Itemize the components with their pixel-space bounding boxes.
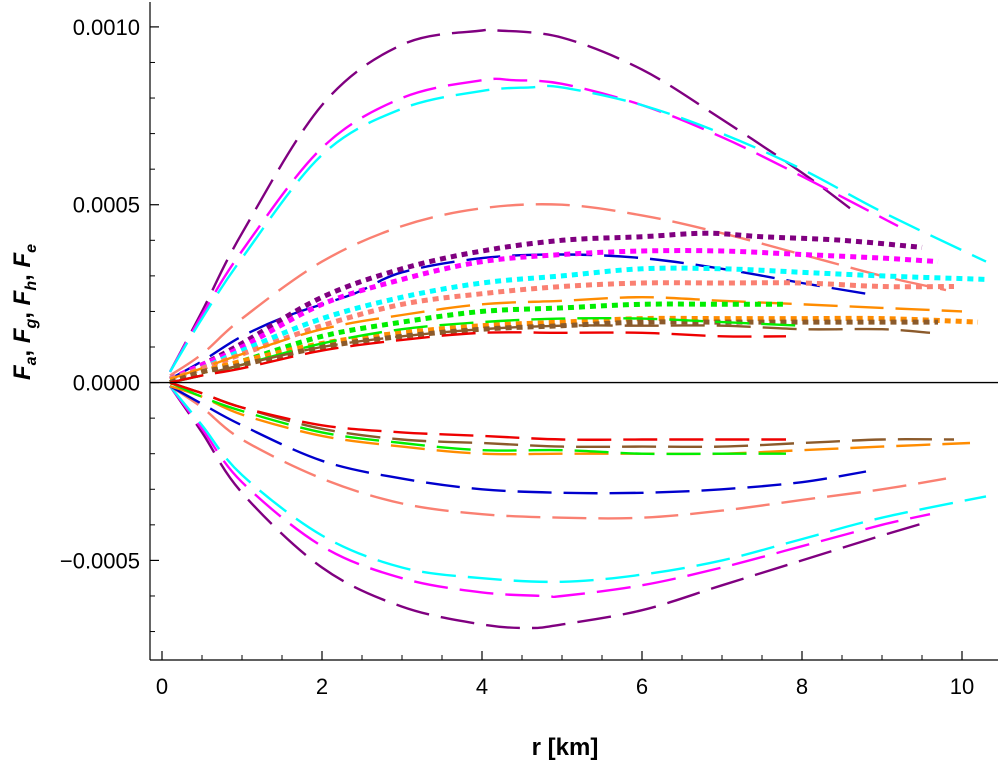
series-line-1 bbox=[168, 27, 851, 373]
series-line-18 bbox=[169, 385, 931, 599]
y-axis-title: Fa, Fg, Fh, Fe bbox=[9, 244, 40, 380]
x-axis-ticks: 0 2 4 6 8 10 bbox=[156, 651, 974, 699]
series-line-2 bbox=[168, 77, 899, 373]
series-layer bbox=[168, 27, 987, 630]
y-tick-label: 0.0005 bbox=[73, 193, 140, 218]
y-tick-label: −0.0005 bbox=[60, 548, 140, 573]
x-tick-label: 8 bbox=[796, 674, 808, 699]
x-tick-label: 6 bbox=[636, 674, 648, 699]
series-line-21 bbox=[169, 385, 867, 495]
x-tick-label: 10 bbox=[950, 674, 974, 699]
series-line-7 bbox=[168, 248, 939, 382]
series-line-24 bbox=[169, 381, 955, 449]
x-tick-label: 0 bbox=[156, 674, 168, 699]
series-line-23 bbox=[169, 381, 786, 456]
x-axis-title: r [km] bbox=[532, 734, 599, 761]
y-tick-label: 0.0000 bbox=[73, 371, 140, 396]
series-line-13 bbox=[169, 319, 938, 385]
series-line-20 bbox=[169, 385, 947, 520]
series-line-6 bbox=[168, 230, 923, 382]
series-line-17 bbox=[169, 385, 931, 630]
series-line-19 bbox=[169, 385, 987, 584]
x-tick-label: 2 bbox=[316, 674, 328, 699]
series-line-8 bbox=[169, 265, 987, 382]
series-line-3 bbox=[168, 84, 987, 373]
series-line-25 bbox=[169, 381, 786, 441]
y-axis-ticks: 0.0010 0.0005 0.0000 −0.0005 bbox=[60, 15, 159, 633]
series-line-10 bbox=[169, 296, 963, 381]
series-line-9 bbox=[169, 280, 955, 382]
series-line-15 bbox=[169, 324, 931, 384]
series-line-16 bbox=[169, 331, 787, 384]
series-line-22 bbox=[169, 384, 971, 456]
series-line-12 bbox=[169, 315, 979, 385]
x-tick-label: 4 bbox=[476, 674, 488, 699]
y-tick-label: 0.0010 bbox=[73, 15, 140, 40]
